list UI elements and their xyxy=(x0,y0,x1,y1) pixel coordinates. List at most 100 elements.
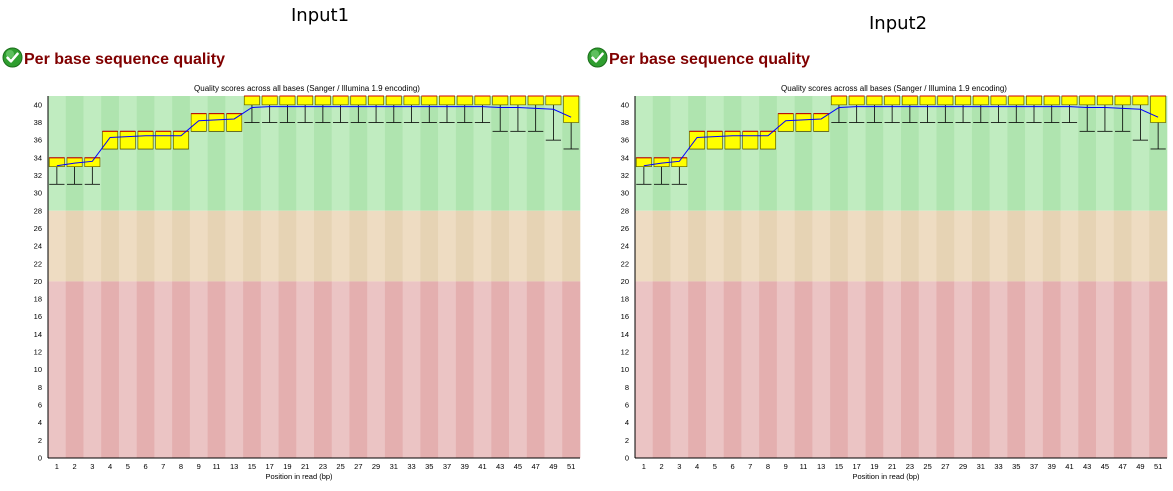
iqr-box xyxy=(1026,95,1042,106)
x-tick-label: 15 xyxy=(248,462,256,471)
bad-zone-stripe xyxy=(349,281,368,458)
y-tick-label: 6 xyxy=(38,401,42,410)
warn-zone-stripe xyxy=(918,210,937,282)
warn-zone-stripe xyxy=(455,210,474,282)
x-tick-label: 17 xyxy=(265,462,273,471)
bad-zone-stripe xyxy=(473,281,492,458)
box-44-45 xyxy=(509,95,526,132)
warn-zone-stripe xyxy=(207,210,226,282)
bad-zone-stripe xyxy=(971,281,990,458)
warn-zone-stripe xyxy=(544,210,563,282)
x-tick-label: 9 xyxy=(784,462,788,471)
warn-zone-stripe xyxy=(1042,210,1061,282)
warn-zone-stripe xyxy=(331,210,350,282)
good-zone-stripe xyxy=(83,96,102,211)
x-tick-label: 37 xyxy=(1030,462,1038,471)
good-zone-stripe xyxy=(1025,96,1044,211)
iqr-box xyxy=(937,95,954,106)
box-22-23 xyxy=(314,95,331,123)
box-5 xyxy=(706,130,723,150)
x-tick-label: 33 xyxy=(994,462,1002,471)
box-30-31 xyxy=(385,95,402,123)
iqr-box xyxy=(102,130,119,150)
bad-zone-stripe xyxy=(544,281,563,458)
bad-zone-stripe xyxy=(883,281,902,458)
bad-zone-stripe xyxy=(509,281,528,458)
x-tick-label: 33 xyxy=(407,462,415,471)
x-tick-label: 7 xyxy=(161,462,165,471)
mean-line xyxy=(56,106,572,167)
bad-zone-stripe xyxy=(243,281,262,458)
box-26-27 xyxy=(937,95,954,123)
bad-zone-stripe xyxy=(759,281,778,458)
box-9 xyxy=(190,113,207,132)
y-tick-label: 0 xyxy=(625,454,629,463)
x-tick-label: 41 xyxy=(1065,462,1073,471)
y-tick-label: 36 xyxy=(34,136,42,145)
warn-zone-stripe xyxy=(260,210,279,282)
x-tick-label: 29 xyxy=(372,462,380,471)
y-tick-label: 24 xyxy=(34,242,42,251)
good-zone-stripe xyxy=(1007,96,1026,211)
warn-zone-stripe xyxy=(509,210,528,282)
warn-zone-stripe xyxy=(670,210,689,282)
x-tick-label: 4 xyxy=(108,462,112,471)
y-tick-label: 30 xyxy=(34,189,42,198)
x-tick-label: 27 xyxy=(354,462,362,471)
warn-zone-stripe xyxy=(1131,210,1150,282)
x-tick-label: 29 xyxy=(959,462,967,471)
warn-zone-stripe xyxy=(652,210,671,282)
x-tick-label: 49 xyxy=(549,462,557,471)
bad-zone-stripe xyxy=(652,281,671,458)
x-tick-label: 13 xyxy=(230,462,238,471)
box-36-37 xyxy=(439,95,455,123)
bad-zone-stripe xyxy=(954,281,973,458)
warn-zone-stripe xyxy=(562,210,581,282)
box-48-49 xyxy=(545,95,562,141)
good-zone-stripe xyxy=(420,96,439,211)
warn-zone-stripe xyxy=(349,210,368,282)
good-zone-stripe xyxy=(918,96,937,211)
box-2 xyxy=(653,157,670,185)
iqr-box xyxy=(724,130,741,150)
bad-zone-stripe xyxy=(526,281,545,458)
panel-input2: Input2 Per base sequence quality Quality… xyxy=(587,0,1173,491)
iqr-box xyxy=(1132,95,1149,106)
box-16-17 xyxy=(261,95,278,123)
x-tick-label: 31 xyxy=(390,462,398,471)
iqr-box xyxy=(350,95,367,106)
x-tick-label: 27 xyxy=(941,462,949,471)
x-tick-label: 25 xyxy=(336,462,344,471)
module-header: Per base sequence quality xyxy=(587,44,810,70)
x-tick-label: 21 xyxy=(888,462,896,471)
warn-zone-stripe xyxy=(635,210,654,282)
y-tick-label: 22 xyxy=(34,259,42,268)
x-tick-label: 11 xyxy=(800,462,808,471)
good-zone-stripe xyxy=(723,96,742,211)
iqr-box xyxy=(279,95,296,106)
box-34-35 xyxy=(421,95,438,123)
y-tick-label: 12 xyxy=(34,348,42,357)
box-20-21 xyxy=(884,95,901,123)
x-tick-label: 49 xyxy=(1136,462,1144,471)
iqr-box xyxy=(563,95,580,123)
box-4 xyxy=(102,130,119,150)
bad-zone-stripe xyxy=(705,281,724,458)
iqr-box xyxy=(972,95,989,106)
bad-zone-stripe xyxy=(278,281,297,458)
bad-zone-stripe xyxy=(1007,281,1026,458)
iqr-box xyxy=(243,95,260,106)
box-18-19 xyxy=(279,95,296,123)
box-34-35 xyxy=(1008,95,1025,123)
x-tick-label: 8 xyxy=(766,462,770,471)
box-18-19 xyxy=(866,95,883,123)
warn-zone-stripe xyxy=(865,210,884,282)
box-22-23 xyxy=(901,95,918,123)
iqr-box xyxy=(403,95,420,106)
good-zone-stripe xyxy=(688,96,707,211)
good-zone-stripe xyxy=(455,96,474,211)
box-6 xyxy=(137,130,154,150)
warn-zone-stripe xyxy=(420,210,439,282)
x-tick-label: 35 xyxy=(1012,462,1020,471)
module-header: Per base sequence quality xyxy=(2,44,225,70)
